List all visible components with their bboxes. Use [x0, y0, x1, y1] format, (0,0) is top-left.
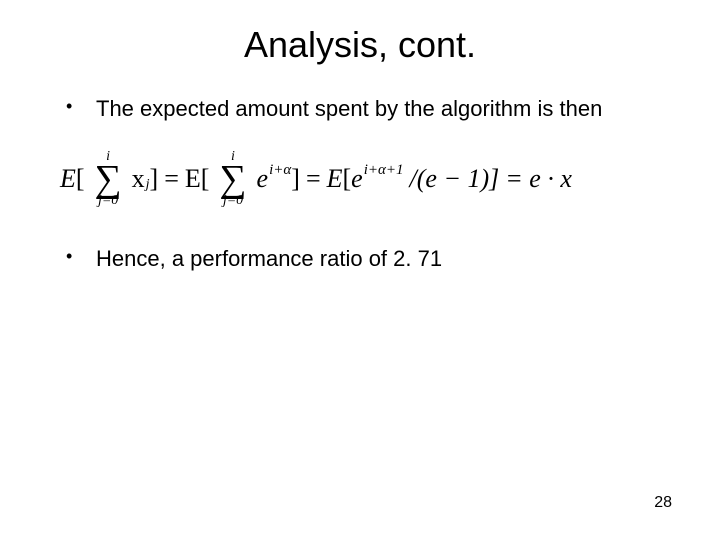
slide-title: Analysis, cont. — [0, 0, 720, 74]
sigma-symbol-2: ∑ — [219, 164, 246, 194]
eq-xj: x j ] — [132, 164, 159, 194]
slide: Analysis, cont. The expected amount spen… — [0, 0, 720, 540]
sigma-lower: j=0 — [98, 194, 118, 208]
eq-E3: E[ei+α+1 — [327, 164, 404, 194]
eq-eq2: = — [306, 164, 321, 194]
eq-tail: = e · x — [505, 164, 572, 194]
sigma-symbol: ∑ — [95, 164, 122, 194]
eq-e-ialpha: ei+α ] — [257, 164, 300, 194]
eq-E1: E[ — [60, 164, 85, 194]
bullet-list-2: Hence, a performance ratio of 2. 71 — [60, 244, 660, 274]
eq-E2: E[ — [185, 164, 210, 194]
bullet-item: The expected amount spent by the algorit… — [60, 94, 660, 124]
sigma-1: i ∑ j=0 — [95, 150, 122, 208]
page-number: 28 — [654, 494, 672, 512]
equation: E[ i ∑ j=0 x j ] = E[ i ∑ j=0 ei+α ] — [60, 150, 660, 208]
bullet-item: Hence, a performance ratio of 2. 71 — [60, 244, 660, 274]
sigma-2: i ∑ j=0 — [219, 150, 246, 208]
sigma-lower-2: j=0 — [223, 194, 243, 208]
eq-div: /(e − 1)] — [410, 164, 500, 194]
slide-body: The expected amount spent by the algorit… — [0, 74, 720, 274]
bullet-list: The expected amount spent by the algorit… — [60, 94, 660, 124]
eq-eq1: = — [164, 164, 179, 194]
